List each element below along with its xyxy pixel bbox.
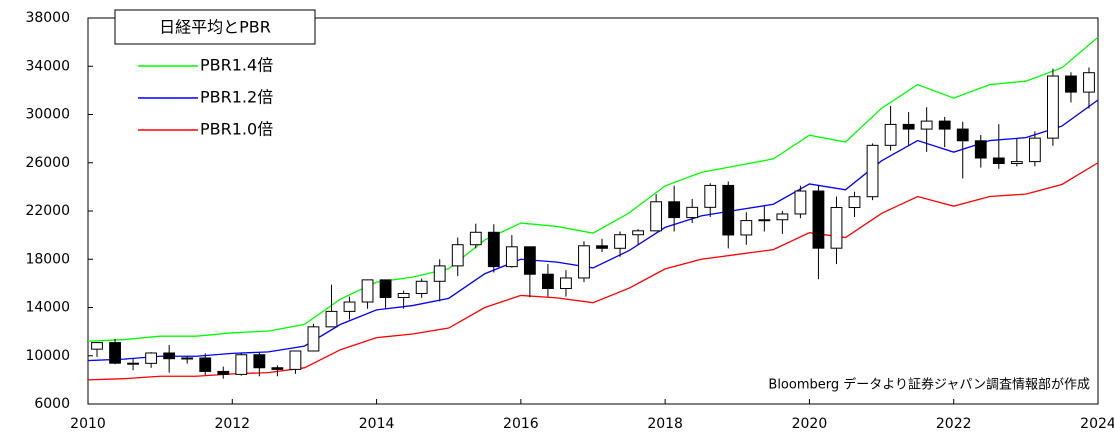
candle-body	[920, 120, 933, 130]
candle-body	[578, 245, 590, 279]
candle-body	[974, 140, 987, 159]
candle-body	[145, 352, 158, 364]
candle-body	[1028, 137, 1041, 163]
y-tick-label: 18000	[25, 251, 70, 267]
candle-body	[379, 279, 392, 299]
candle-body	[289, 350, 302, 370]
candle-body	[1083, 72, 1095, 93]
y-tick-label: 34000	[25, 58, 70, 74]
x-tick-label: 2022	[936, 416, 972, 432]
candle-body	[812, 190, 825, 249]
candle-body	[451, 244, 464, 267]
candle-body	[740, 220, 753, 236]
x-tick-label: 2010	[70, 416, 106, 432]
candle-body	[397, 292, 410, 299]
candle-body	[866, 144, 879, 198]
candle-body	[884, 123, 897, 146]
candle-body	[487, 231, 500, 268]
candle-body	[776, 213, 789, 221]
candle-body	[469, 231, 482, 246]
candle-body	[542, 273, 554, 290]
y-tick-label: 38000	[25, 10, 70, 26]
plot-frame	[87, 17, 1099, 405]
candle-body	[271, 367, 284, 370]
candle-body	[956, 128, 969, 142]
x-tick-label: 2014	[359, 416, 395, 432]
marks	[87, 36, 1099, 381]
candle-body	[217, 370, 230, 375]
candle-body	[199, 357, 212, 372]
legend-label: PBR1.2倍	[200, 88, 273, 107]
x-tick-label: 2024	[1080, 416, 1114, 432]
candle-body	[343, 301, 356, 312]
candle-body	[902, 123, 915, 130]
candle-body	[235, 354, 248, 375]
chart-title: 日経平均とPBR	[159, 18, 271, 37]
candle-body	[505, 246, 518, 268]
candle-body	[91, 342, 103, 350]
title-box	[114, 9, 316, 45]
y-tick-label: 14000	[25, 300, 70, 316]
legend-label: PBR1.0倍	[200, 120, 273, 139]
candle-body	[650, 201, 663, 232]
candle-body	[938, 120, 951, 130]
candle-body	[614, 234, 626, 249]
candle-body	[523, 246, 536, 275]
y-tick-label: 22000	[25, 203, 70, 219]
candle-body	[686, 206, 699, 219]
candle-body	[704, 184, 717, 208]
candle-body	[361, 279, 374, 303]
candle-body	[1065, 75, 1077, 93]
annotation: Bloomberg データより証券ジャパン調査情報部が作成	[768, 377, 1090, 393]
candle-body	[596, 245, 608, 249]
candle-body	[109, 342, 121, 364]
candle-body	[325, 310, 338, 328]
candle-body	[433, 265, 446, 282]
candle-body	[758, 219, 771, 222]
candle-body	[163, 352, 176, 360]
candle-body	[632, 230, 645, 236]
candle-body	[127, 362, 140, 365]
pbr-line	[87, 162, 1099, 381]
x-tick-label: 2020	[792, 416, 828, 432]
candle-body	[668, 201, 681, 219]
candle-body	[722, 184, 735, 236]
candle-body	[848, 196, 861, 209]
x-tick-label: 2016	[503, 416, 539, 432]
y-tick-label: 6000	[34, 396, 70, 412]
y-tick-label: 10000	[25, 348, 70, 364]
pbr-line	[87, 99, 1099, 362]
legend-label: PBR1.4倍	[200, 56, 273, 75]
y-tick-label: 30000	[25, 107, 70, 123]
candle-body	[253, 354, 266, 369]
candle-body	[794, 190, 807, 215]
candle-body	[1047, 75, 1059, 139]
y-tick-label: 26000	[25, 155, 70, 171]
candle-body	[307, 326, 320, 352]
x-tick-label: 2012	[214, 416, 250, 432]
pbr-line	[87, 36, 1099, 342]
candle-body	[560, 277, 572, 290]
candle-body	[830, 207, 843, 249]
candle-body	[181, 357, 194, 360]
candle-body	[992, 157, 1005, 165]
x-tick-label: 2018	[647, 416, 683, 432]
candle-body	[1010, 161, 1023, 165]
candle-body	[415, 280, 428, 294]
